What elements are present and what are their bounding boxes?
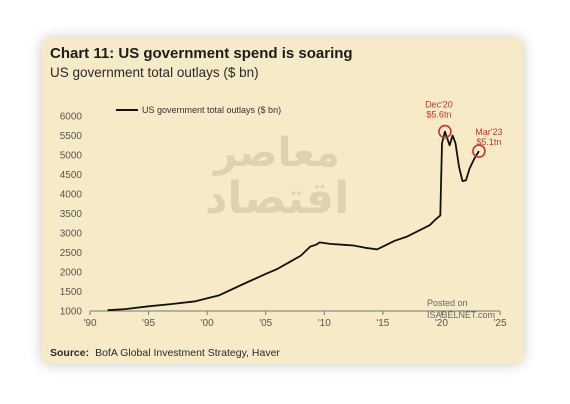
y-tick-label: 3000 — [60, 229, 83, 240]
x-tick-label: '10 — [318, 318, 331, 329]
chart-card: Chart 11: US government spend is soaring… — [42, 38, 523, 364]
watermark-text-2: معاصر — [212, 130, 340, 176]
y-tick-label: 6000 — [60, 112, 83, 123]
source-text: BofA Global Investment Strategy, Haver — [95, 347, 280, 359]
annotation-value-label: $5.6tn — [426, 110, 451, 120]
y-tick-label: 4500 — [60, 170, 83, 181]
y-tick-label: 5500 — [60, 131, 83, 142]
annotation-date-label: Dec'20 — [425, 100, 453, 110]
y-tick-label: 5000 — [60, 151, 83, 162]
x-tick-label: '90 — [83, 318, 96, 329]
x-tick-label: '25 — [493, 318, 506, 329]
chart-axes: 1000 1500 2000 2500 3000 3500 4000 4500 5000 5500… — [60, 112, 507, 330]
y-tick-label: 4000 — [60, 190, 83, 201]
x-tick-label: '20 — [435, 318, 448, 329]
chart-legend: US government total outlays ($ bn) — [116, 105, 281, 115]
credit-watermark: Posted on ISABELNET.com — [427, 298, 495, 320]
x-tick-label: '95 — [142, 318, 155, 329]
credit-site: ISABELNET.com — [427, 310, 495, 320]
chart-subtitle: US government total outlays ($ bn) — [50, 65, 259, 80]
x-tick-label: '15 — [376, 318, 389, 329]
x-tick-label: '05 — [259, 318, 272, 329]
chart-series — [107, 130, 480, 312]
annotation-circle — [438, 124, 452, 139]
source-note: Source: BofA Global Investment Strategy, … — [50, 347, 280, 359]
annotation-circle — [472, 144, 486, 158]
x-tick-label: '00 — [201, 318, 214, 329]
y-tick-label: 1500 — [60, 287, 83, 298]
y-tick-label: 3500 — [60, 209, 83, 220]
y-tick-label: 2000 — [60, 268, 83, 279]
chart-title: Chart 11: US government spend is soaring — [50, 45, 353, 62]
chart-annotations: Dec'20$5.6tn Mar'23$5.1tn — [425, 100, 503, 158]
annotation-value-label: $5.1tn — [476, 137, 501, 147]
y-tick-label: 2500 — [60, 248, 83, 259]
credit-posted-on: Posted on — [427, 298, 468, 308]
series-line-outlays — [107, 130, 480, 312]
watermark-text-1: اقتصاد — [205, 173, 349, 224]
source-label: Source: — [50, 347, 90, 359]
y-tick-label: 1000 — [60, 307, 83, 318]
annotation-date-label: Mar'23 — [475, 127, 502, 137]
legend-label: US government total outlays ($ bn) — [142, 105, 281, 115]
